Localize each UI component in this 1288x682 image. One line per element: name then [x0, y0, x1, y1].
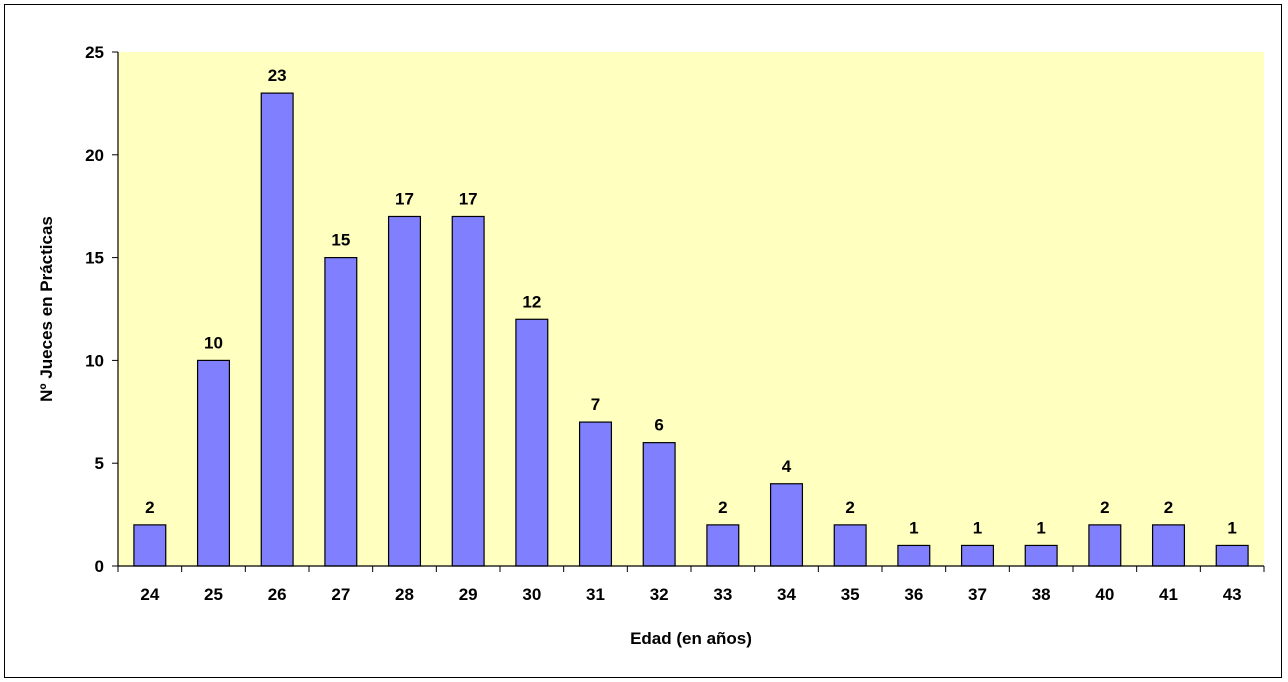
data-label-41: 2 [1164, 498, 1173, 517]
data-label-34: 4 [782, 457, 792, 476]
x-tick-label-35: 35 [841, 585, 860, 604]
y-tick-label-25: 25 [85, 43, 104, 62]
bar-27 [324, 257, 358, 567]
data-label-29: 17 [459, 189, 478, 208]
bar-33 [706, 524, 740, 567]
data-label-36: 1 [909, 518, 918, 537]
x-tick-label-25: 25 [204, 585, 223, 604]
plot-area [118, 52, 1264, 566]
data-label-30: 12 [522, 292, 541, 311]
x-tick-label-40: 40 [1095, 585, 1114, 604]
y-axis-title: Nº Jueces en Prácticas [37, 216, 56, 402]
bar-24 [133, 524, 167, 567]
data-label-43: 1 [1227, 518, 1236, 537]
y-tick-label-10: 10 [85, 351, 104, 370]
x-tick-label-41: 41 [1159, 585, 1178, 604]
data-label-32: 6 [654, 416, 663, 435]
bar-35 [833, 524, 867, 567]
x-tick-label-34: 34 [777, 585, 796, 604]
bar-26 [260, 92, 294, 567]
x-tick-label-27: 27 [331, 585, 350, 604]
y-tick-label-0: 0 [95, 557, 104, 576]
bar-30 [515, 318, 549, 567]
data-label-40: 2 [1100, 498, 1109, 517]
x-tick-label-37: 37 [968, 585, 987, 604]
bar-34 [769, 483, 804, 567]
bar-38 [1024, 544, 1058, 567]
x-tick-label-43: 43 [1223, 585, 1242, 604]
bar-28 [387, 215, 422, 567]
bar-25 [196, 359, 231, 567]
y-tick-label-20: 20 [85, 146, 104, 165]
data-label-37: 1 [973, 518, 982, 537]
data-label-25: 10 [204, 333, 223, 352]
x-tick-label-24: 24 [140, 585, 159, 604]
data-label-38: 1 [1036, 518, 1045, 537]
bar-36 [897, 544, 931, 567]
x-tick-label-28: 28 [395, 585, 414, 604]
x-tick-label-29: 29 [459, 585, 478, 604]
bars-group [133, 92, 1249, 567]
x-tick-label-38: 38 [1032, 585, 1051, 604]
y-tick-label-5: 5 [95, 454, 104, 473]
x-tick-label-36: 36 [904, 585, 923, 604]
x-axis-title: Edad (en años) [630, 629, 752, 648]
data-label-24: 2 [145, 498, 154, 517]
y-tick-label-15: 15 [85, 249, 104, 268]
tick-labels-group: 24 25 26 27 28 29 30 31 32 33 34 35 36 37 38 40 41 430510… [85, 43, 1242, 604]
bar-43 [1215, 544, 1249, 567]
data-label-28: 17 [395, 189, 414, 208]
x-tick-label-32: 32 [650, 585, 669, 604]
data-label-35: 2 [845, 498, 854, 517]
x-tick-label-30: 30 [522, 585, 541, 604]
data-label-26: 23 [268, 66, 287, 85]
bar-32 [642, 442, 676, 567]
data-label-33: 2 [718, 498, 727, 517]
data-label-31: 7 [591, 395, 600, 414]
bar-40 [1088, 524, 1122, 567]
bar-37 [960, 544, 995, 567]
x-tick-label-31: 31 [586, 585, 605, 604]
bar-31 [578, 421, 613, 567]
x-tick-label-26: 26 [268, 585, 287, 604]
axes-group [112, 51, 1265, 572]
bar-41 [1151, 524, 1186, 567]
x-tick-label-33: 33 [713, 585, 732, 604]
bar-29 [451, 215, 485, 567]
data-label-27: 15 [331, 231, 350, 250]
